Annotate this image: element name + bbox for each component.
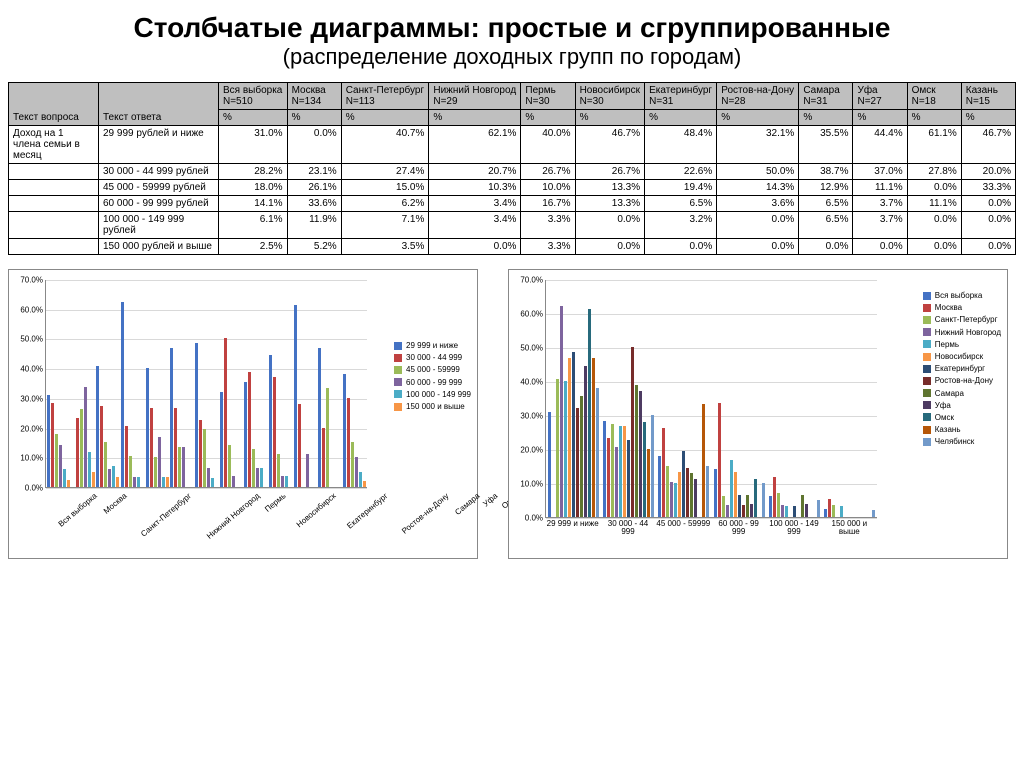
table-row: 30 000 - 44 999 рублей28.2%23.1%27.4%20.…	[9, 164, 1016, 180]
page-subtitle: (распределение доходных групп по городам…	[8, 44, 1016, 70]
chart-by-income: 0.0%10.0%20.0%30.0%40.0%50.0%60.0%70.0%2…	[508, 269, 1008, 559]
data-table: Текст вопросаТекст ответаВся выборкаN=51…	[8, 82, 1016, 255]
page-title: Столбчатые диаграммы: простые и сгруппир…	[8, 12, 1016, 44]
table-row: 150 000 рублей и выше2.5%5.2%3.5%0.0%3.3…	[9, 239, 1016, 255]
table-row: 100 000 - 149 999 рублей6.1%11.9%7.1%3.4…	[9, 212, 1016, 239]
table-row: Доход на 1 члена семьи в месяц29 999 руб…	[9, 126, 1016, 164]
table-row: 45 000 - 59999 рублей18.0%26.1%15.0%10.3…	[9, 180, 1016, 196]
table-row: 60 000 - 99 999 рублей14.1%33.6%6.2%3.4%…	[9, 196, 1016, 212]
chart-by-city: 0.0%10.0%20.0%30.0%40.0%50.0%60.0%70.0%В…	[8, 269, 478, 559]
